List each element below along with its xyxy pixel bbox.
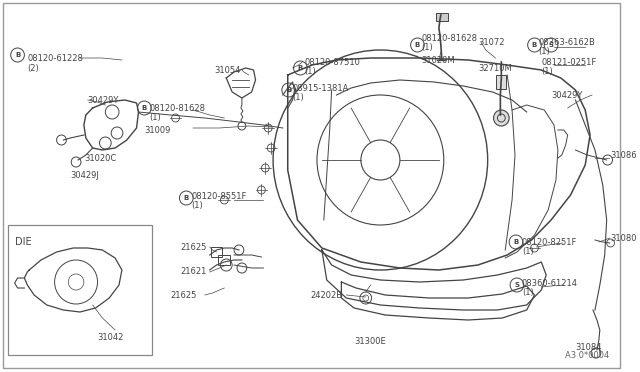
Text: 21625: 21625 [171,291,197,299]
Bar [8,225,152,355]
Bar [211,247,222,257]
Text: B: B [15,52,20,58]
Text: 08120-61228: 08120-61228 [28,54,83,62]
Text: S: S [548,42,554,48]
Text: 31080: 31080 [611,234,637,243]
Text: B: B [415,42,420,48]
Text: 30429Y: 30429Y [88,96,119,105]
Text: 31072: 31072 [478,38,504,46]
Text: A3 0*0004: A3 0*0004 [565,351,609,360]
Text: B: B [184,195,189,201]
Text: (1): (1) [522,289,534,298]
Text: S: S [515,282,520,288]
Bar [218,255,230,265]
Text: 31009: 31009 [145,125,171,135]
Text: B: B [298,65,303,71]
Text: B: B [286,87,291,93]
Text: 31084: 31084 [575,343,602,353]
Text: B: B [141,105,147,111]
Text: DIE: DIE [15,237,31,247]
Text: 08120-87510: 08120-87510 [304,58,360,67]
Text: (1): (1) [538,46,550,55]
Text: 30429J: 30429J [70,170,99,180]
Text: 31020C: 31020C [84,154,116,163]
Text: 08363-6162B: 08363-6162B [538,38,595,46]
Text: 08120-81628: 08120-81628 [421,33,477,42]
Text: 31042: 31042 [97,333,124,341]
Text: (1): (1) [421,42,433,51]
Text: (1): (1) [522,247,534,256]
Text: 31086: 31086 [611,151,637,160]
Text: B: B [532,42,537,48]
Text: 21621: 21621 [180,267,207,276]
Circle shape [493,110,509,126]
Text: 08120-81628: 08120-81628 [149,103,205,112]
Text: 30429Y: 30429Y [551,90,582,99]
Text: 31054: 31054 [214,65,241,74]
Bar [436,13,448,21]
Text: 31020M: 31020M [421,55,455,64]
Text: 08360-61214: 08360-61214 [522,279,578,289]
Text: (1): (1) [292,93,305,102]
Text: (1): (1) [191,201,203,209]
Text: 08915-1381A: 08915-1381A [292,83,349,93]
Text: 31300E: 31300E [355,337,387,346]
Text: (2): (2) [28,64,39,73]
Text: 32710M: 32710M [478,64,511,73]
Text: B: B [513,239,518,245]
Text: 24202B: 24202B [310,291,342,299]
Text: 08120-8551F: 08120-8551F [191,192,246,201]
Text: 21625: 21625 [180,243,207,251]
Text: (1): (1) [304,67,316,76]
Text: (1): (1) [541,67,553,76]
Bar [497,75,506,89]
Text: 08120-8251F: 08120-8251F [522,237,577,247]
Text: 08121-0251F: 08121-0251F [541,58,596,67]
Text: (1): (1) [149,112,161,122]
